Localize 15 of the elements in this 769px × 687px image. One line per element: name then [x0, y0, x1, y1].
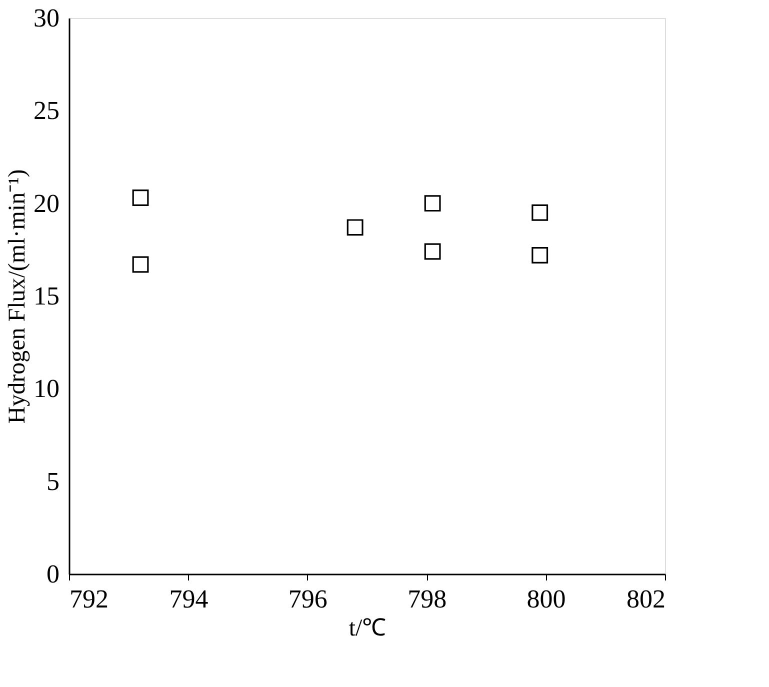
- y-axis-title: Hydrogen Flux/(ml·min⁻¹): [4, 169, 30, 424]
- y-tick-label: 10: [34, 374, 60, 404]
- y-tick-label: 0: [46, 560, 60, 588]
- x-tick-label: 796: [288, 584, 328, 614]
- x-tick-label: 800: [526, 584, 566, 614]
- x-tick-label: 802: [626, 584, 666, 614]
- y-tick-label: 30: [34, 4, 60, 32]
- x-tick-label: 798: [408, 584, 447, 614]
- x-tick-label: 794: [169, 584, 208, 614]
- y-tick-label: 25: [34, 96, 60, 126]
- y-tick-label: 15: [34, 282, 60, 310]
- x-axis-title: t/℃: [348, 616, 386, 642]
- y-tick-label: 20: [34, 188, 60, 218]
- y-tick-label: 5: [46, 466, 60, 496]
- x-tick-label: 792: [70, 584, 108, 614]
